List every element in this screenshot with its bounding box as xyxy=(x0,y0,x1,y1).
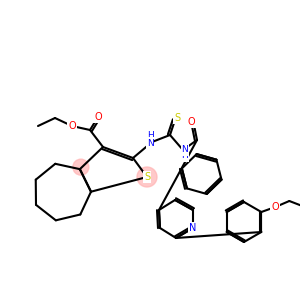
Text: O: O xyxy=(272,202,279,212)
Circle shape xyxy=(137,167,157,187)
Text: N: N xyxy=(182,146,188,154)
Text: O: O xyxy=(68,121,76,131)
Text: N: N xyxy=(147,139,153,148)
Text: S: S xyxy=(144,172,150,182)
Text: S: S xyxy=(174,113,180,123)
Text: H: H xyxy=(147,131,153,140)
Circle shape xyxy=(73,159,89,175)
Text: O: O xyxy=(94,112,102,122)
Text: N: N xyxy=(189,223,197,233)
Text: O: O xyxy=(187,117,195,127)
Text: H: H xyxy=(182,152,188,160)
